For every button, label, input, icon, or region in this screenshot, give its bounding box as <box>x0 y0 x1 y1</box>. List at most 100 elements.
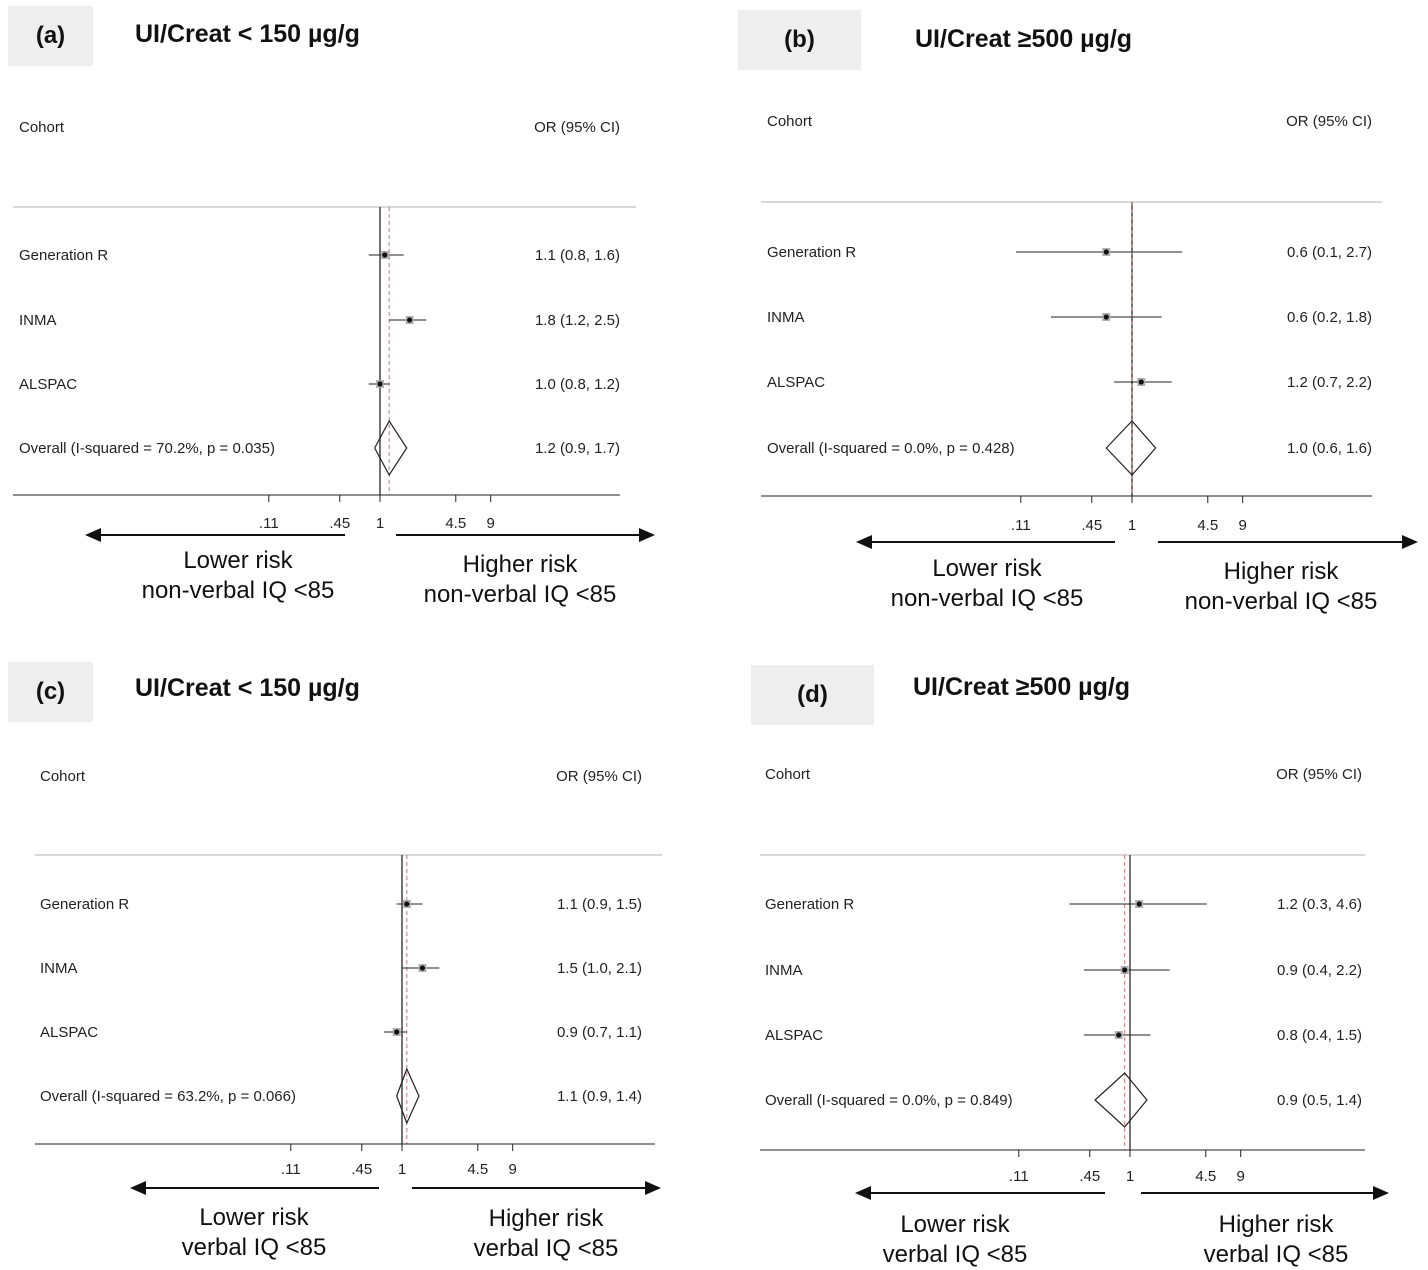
forest-panel-b: (b) UI/Creat ≥500 µg/g Cohort OR (95% CI)… <box>710 0 1420 630</box>
study-or-ci: 1.2 (0.7, 2.2) <box>1287 374 1372 391</box>
study-point <box>1103 314 1109 320</box>
lower-risk-line2: verbal IQ <85 <box>882 1241 1028 1268</box>
panel-title: UI/Creat ≥500 µg/g <box>913 673 1131 701</box>
overall-label: Overall (I-squared = 0.0%, p = 0.849) <box>765 1092 1013 1109</box>
study-or-ci: 1.5 (1.0, 2.1) <box>557 960 642 977</box>
forest-plot: Cohort OR (95% CI) Generation R 0.6 (0.1, 2… <box>761 113 1418 549</box>
lower-risk-line1: Lower risk <box>183 547 293 574</box>
panel-title: UI/Creat < 150 µg/g <box>135 20 360 48</box>
study-label: INMA <box>40 960 78 977</box>
study-point <box>1136 901 1142 907</box>
study-or-ci: 1.0 (0.8, 1.2) <box>535 376 620 393</box>
x-tick-label: 4.5 <box>467 1161 488 1178</box>
study-or-ci: 0.9 (0.4, 2.2) <box>1277 962 1362 979</box>
study-point <box>1116 1032 1122 1038</box>
study-label: ALSPAC <box>765 1027 823 1044</box>
x-tick-label: 1 <box>1126 1168 1134 1185</box>
x-tick-label: 9 <box>1237 1168 1245 1185</box>
lower-risk-arrowhead <box>855 1186 871 1200</box>
lower-risk-label: Lower risk verbal IQ <85 <box>134 1203 374 1263</box>
higher-risk-arrowhead <box>1402 535 1418 549</box>
panel-label: (c) <box>8 662 93 722</box>
forest-plot: Cohort OR (95% CI) Generation R 1.2 (0.3, 4… <box>760 766 1389 1200</box>
x-tick-label: .11 <box>1009 1168 1029 1185</box>
lower-risk-line2: non-verbal IQ <85 <box>890 585 1084 612</box>
study-point <box>394 1029 400 1035</box>
col-header-or: OR (95% CI) <box>1286 113 1372 130</box>
study-point <box>377 381 383 387</box>
x-tick-label: .11 <box>259 515 279 532</box>
overall-diamond <box>1094 1072 1148 1128</box>
study-label: Generation R <box>765 896 854 913</box>
panel-title: UI/Creat ≥500 µg/g <box>915 25 1133 53</box>
study-or-ci: 1.2 (0.3, 4.6) <box>1277 896 1362 913</box>
study-or-ci: 1.1 (0.8, 1.6) <box>535 247 620 264</box>
x-tick-label: .45 <box>1079 1168 1100 1185</box>
col-header-or: OR (95% CI) <box>1276 766 1362 783</box>
panel-label: (d) <box>751 665 874 725</box>
study-or-ci: 0.9 (0.7, 1.1) <box>557 1024 642 1041</box>
forest-plot: Cohort OR (95% CI) Generation R 1.1 (0.8, 1… <box>13 119 655 542</box>
lower-risk-label: Lower risk non-verbal IQ <85 <box>118 546 358 606</box>
lower-risk-label: Lower risk verbal IQ <85 <box>835 1210 1075 1270</box>
col-header-or: OR (95% CI) <box>556 768 642 785</box>
overall-label: Overall (I-squared = 63.2%, p = 0.066) <box>40 1088 296 1105</box>
study-point <box>1122 967 1128 973</box>
study-label: Generation R <box>19 247 108 264</box>
panel-label: (a) <box>8 6 93 66</box>
overall-or-ci: 0.9 (0.5, 1.4) <box>1277 1092 1362 1109</box>
lower-risk-line1: Lower risk <box>900 1211 1010 1238</box>
overall-or-ci: 1.1 (0.9, 1.4) <box>557 1088 642 1105</box>
higher-risk-arrowhead <box>639 528 655 542</box>
higher-risk-arrowhead <box>1373 1186 1389 1200</box>
overall-label: Overall (I-squared = 0.0%, p = 0.428) <box>767 440 1015 457</box>
study-label: Generation R <box>767 244 856 261</box>
x-tick-label: 1 <box>376 515 384 532</box>
study-label: INMA <box>19 312 57 329</box>
lower-risk-line1: Lower risk <box>932 555 1042 582</box>
lower-risk-line2: non-verbal IQ <85 <box>141 577 335 604</box>
higher-risk-line1: Higher risk <box>1218 1211 1334 1238</box>
higher-risk-label: Higher risk non-verbal IQ <85 <box>1161 557 1401 617</box>
x-tick-label: 4.5 <box>445 515 466 532</box>
panel-title: UI/Creat < 150 µg/g <box>135 674 360 702</box>
forest-panel-c: (c) UI/Creat < 150 µg/g Cohort OR (95% CI… <box>0 638 710 1268</box>
study-point <box>382 252 388 258</box>
study-label: INMA <box>767 309 805 326</box>
higher-risk-line2: non-verbal IQ <85 <box>1184 588 1378 615</box>
overall-diamond <box>374 419 408 477</box>
x-tick-label: .45 <box>351 1161 372 1178</box>
x-tick-label: 4.5 <box>1195 1168 1216 1185</box>
lower-risk-label: Lower risk non-verbal IQ <85 <box>867 554 1107 614</box>
study-or-ci: 0.8 (0.4, 1.5) <box>1277 1027 1362 1044</box>
higher-risk-line2: verbal IQ <85 <box>473 1235 619 1262</box>
overall-or-ci: 1.2 (0.9, 1.7) <box>535 440 620 457</box>
study-label: ALSPAC <box>40 1024 98 1041</box>
overall-or-ci: 1.0 (0.6, 1.6) <box>1287 440 1372 457</box>
higher-risk-line1: Higher risk <box>488 1205 604 1232</box>
col-header-cohort: Cohort <box>40 768 86 785</box>
forest-panel-d: (d) UI/Creat ≥500 µg/g Cohort OR (95% CI)… <box>710 638 1420 1268</box>
x-tick-label: .45 <box>329 515 350 532</box>
study-point <box>404 901 410 907</box>
col-header-cohort: Cohort <box>19 119 65 136</box>
study-label: ALSPAC <box>767 374 825 391</box>
col-header-cohort: Cohort <box>767 113 813 130</box>
study-point <box>407 317 413 323</box>
study-point <box>419 965 426 971</box>
lower-risk-arrowhead <box>85 528 101 542</box>
x-tick-label: .11 <box>1011 517 1031 534</box>
higher-risk-line2: verbal IQ <85 <box>1203 1241 1349 1268</box>
higher-risk-line1: Higher risk <box>462 551 578 578</box>
x-tick-label: .45 <box>1081 517 1102 534</box>
col-header-or: OR (95% CI) <box>534 119 620 136</box>
x-tick-label: 1 <box>398 1161 406 1178</box>
higher-risk-line1: Higher risk <box>1223 558 1339 585</box>
study-label: INMA <box>765 962 803 979</box>
study-or-ci: 1.1 (0.9, 1.5) <box>557 896 642 913</box>
higher-risk-arrowhead <box>645 1181 661 1195</box>
col-header-cohort: Cohort <box>765 766 811 783</box>
study-point <box>1138 379 1144 385</box>
overall-label: Overall (I-squared = 70.2%, p = 0.035) <box>19 440 275 457</box>
overall-diamond <box>396 1067 420 1125</box>
